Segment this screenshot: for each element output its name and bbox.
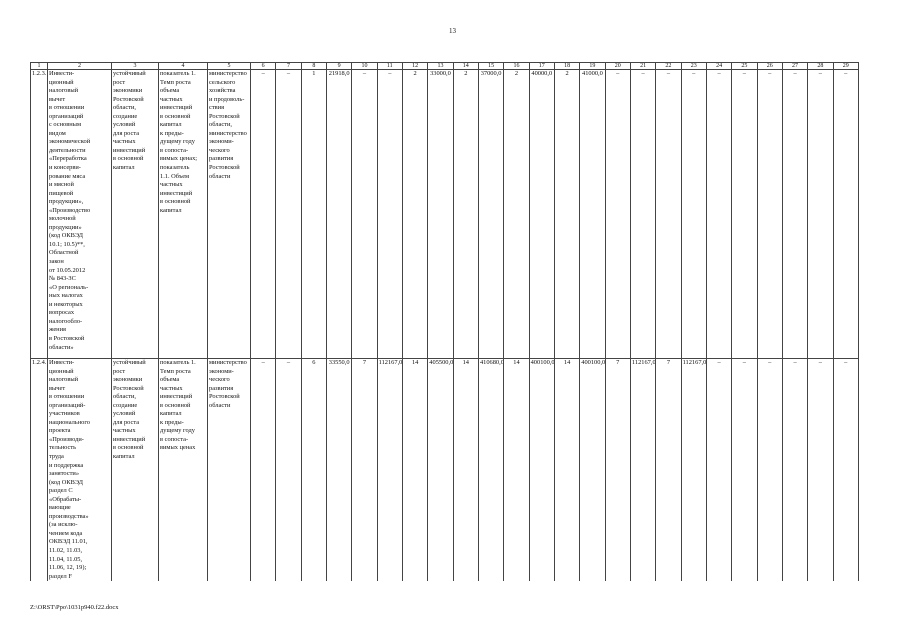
- value-cell: –: [781, 358, 809, 582]
- value-cell: 410680,0: [477, 358, 505, 582]
- column-number: 27: [781, 62, 809, 70]
- table-row: 1.2.3. Инвести- ционный налоговый вычет в…: [30, 69, 859, 359]
- column-number: 25: [731, 62, 758, 70]
- indicator: показатель 1. Темп роста объема частных …: [158, 69, 208, 359]
- value-cell: 33550,0: [325, 358, 353, 582]
- value-cell: 14: [553, 358, 581, 582]
- column-number: 10: [351, 62, 378, 70]
- column-number: 1: [30, 62, 48, 70]
- column-number: 7: [275, 62, 302, 70]
- responsible-body: министерство сельского хозяйства и продо…: [207, 69, 251, 359]
- table-row: 1.2.4. Инвести- ционный налоговый вычет в…: [30, 358, 859, 582]
- value-cell: –: [680, 69, 707, 359]
- value-cell: –: [756, 69, 783, 359]
- value-cell: 400100,0: [528, 358, 555, 582]
- column-number: 9: [325, 62, 353, 70]
- value-cell: 400100,0: [579, 358, 606, 582]
- row-id: 1.2.4.: [30, 358, 48, 582]
- value-cell: –: [781, 69, 809, 359]
- column-number: 12: [401, 62, 429, 70]
- value-cell: –: [807, 69, 834, 359]
- value-cell: –: [731, 358, 758, 582]
- column-number: 2: [47, 62, 112, 70]
- value-cell: –: [249, 69, 277, 359]
- value-cell: –: [351, 69, 378, 359]
- value-cell: 2: [553, 69, 581, 359]
- value-cell: –: [604, 69, 631, 359]
- column-number: 24: [705, 62, 733, 70]
- value-cell: –: [705, 69, 733, 359]
- value-cell: –: [807, 358, 834, 582]
- file-path-footer: Z:\ORST\Ppo\1031p940.f22.docx: [30, 604, 119, 611]
- measure-name: Инвести- ционный налоговый вычет в отнош…: [47, 358, 112, 582]
- value-cell: 33000,0: [427, 69, 454, 359]
- value-cell: –: [832, 69, 859, 359]
- value-cell: 14: [503, 358, 530, 582]
- column-number: 8: [300, 62, 327, 70]
- value-cell: –: [655, 69, 682, 359]
- column-number: 23: [680, 62, 707, 70]
- responsible-body: министерство экономи- ческого развития Р…: [207, 358, 251, 582]
- column-number: 19: [579, 62, 606, 70]
- column-number: 3: [111, 62, 159, 70]
- value-cell: 40000,0: [528, 69, 555, 359]
- value-cell: 112167,0: [680, 358, 707, 582]
- value-cell: 2: [452, 69, 479, 359]
- column-number: 28: [807, 62, 834, 70]
- value-cell: –: [275, 69, 302, 359]
- value-cell: 41000,0: [579, 69, 606, 359]
- row-id: 1.2.3.: [30, 69, 48, 359]
- column-number: 17: [528, 62, 555, 70]
- column-number: 14: [452, 62, 479, 70]
- measure-goal: устойчивый рост экономики Ростовской обл…: [111, 358, 159, 582]
- value-cell: –: [376, 69, 403, 359]
- column-number: 13: [427, 62, 454, 70]
- column-number: 11: [376, 62, 403, 70]
- value-cell: –: [705, 358, 733, 582]
- column-number: 4: [158, 62, 208, 70]
- value-cell: –: [275, 358, 302, 582]
- column-number: 15: [477, 62, 505, 70]
- value-cell: 7: [655, 358, 682, 582]
- value-cell: –: [832, 358, 859, 582]
- page-number: 13: [449, 27, 456, 35]
- value-cell: 14: [452, 358, 479, 582]
- measure-goal: устойчивый рост экономики Ростовской обл…: [111, 69, 159, 359]
- value-cell: –: [756, 358, 783, 582]
- value-cell: 37000,0: [477, 69, 505, 359]
- column-number: 5: [207, 62, 251, 70]
- column-number: 21: [629, 62, 657, 70]
- value-cell: 7: [351, 358, 378, 582]
- value-cell: –: [731, 69, 758, 359]
- value-cell: 112167,0: [376, 358, 403, 582]
- measure-name: Инвести- ционный налоговый вычет в отнош…: [47, 69, 112, 359]
- value-cell: 7: [604, 358, 631, 582]
- value-cell: 21918,0: [325, 69, 353, 359]
- value-cell: 2: [401, 69, 429, 359]
- value-cell: –: [629, 69, 657, 359]
- value-cell: –: [249, 358, 277, 582]
- column-number: 20: [604, 62, 631, 70]
- value-cell: 14: [401, 358, 429, 582]
- value-cell: 112167,0: [629, 358, 657, 582]
- column-number: 22: [655, 62, 682, 70]
- value-cell: 1: [300, 69, 327, 359]
- data-table: 1 2 3 4 5 6 7 8 9 10 11 12 13 14 15 16 17 18 19 20 21 22 23 24 2…: [30, 62, 859, 582]
- column-number: 26: [756, 62, 783, 70]
- column-number: 29: [832, 62, 859, 70]
- column-number: 16: [503, 62, 530, 70]
- indicator: показатель 1. Темп роста объема частных …: [158, 358, 208, 582]
- header-row: 1 2 3 4 5 6 7 8 9 10 11 12 13 14 15 16 17 18 19 20 21 22 23 24 2…: [30, 62, 859, 70]
- value-cell: 6: [300, 358, 327, 582]
- value-cell: 405500,0: [427, 358, 454, 582]
- column-number: 6: [249, 62, 277, 70]
- column-number: 18: [553, 62, 581, 70]
- value-cell: 2: [503, 69, 530, 359]
